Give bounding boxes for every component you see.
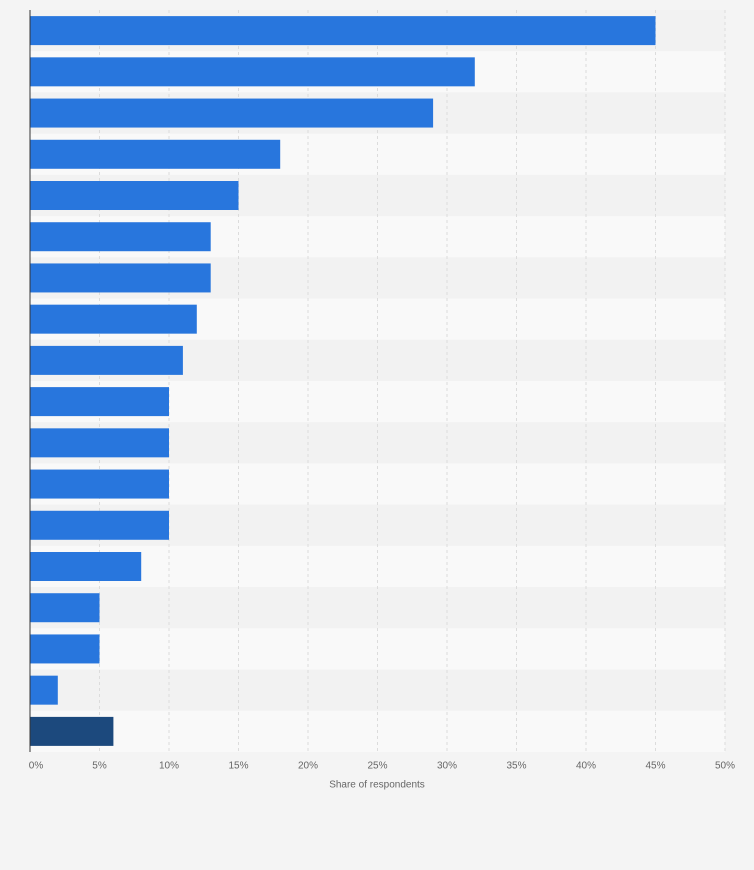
x-tick-label: 50% <box>715 761 735 772</box>
bar <box>30 304 197 334</box>
x-tick-label: 35% <box>506 761 526 772</box>
bar <box>30 634 100 664</box>
bar <box>30 510 169 540</box>
bar <box>30 263 211 293</box>
bar <box>30 345 183 375</box>
x-tick-label: 30% <box>437 761 457 772</box>
x-tick-label: 40% <box>576 761 596 772</box>
x-tick-label: 20% <box>298 761 318 772</box>
x-axis-label: Share of respondents <box>329 780 425 791</box>
x-tick-label: 5% <box>92 761 107 772</box>
bar <box>30 222 211 252</box>
x-tick-label: 15% <box>228 761 248 772</box>
bar <box>30 16 656 46</box>
x-tick-label: 10% <box>159 761 179 772</box>
x-tick-label: 0% <box>29 761 44 772</box>
bar <box>30 387 169 417</box>
bar <box>30 428 169 458</box>
bar <box>30 716 114 746</box>
x-tick-label: 25% <box>367 761 387 772</box>
bar <box>30 181 239 210</box>
bar <box>30 552 142 581</box>
bar <box>30 139 281 169</box>
bar <box>30 593 100 623</box>
x-tick-label: 45% <box>645 761 665 772</box>
bar <box>30 57 475 87</box>
bar <box>30 675 58 705</box>
bar <box>30 98 434 128</box>
bar <box>30 469 169 499</box>
